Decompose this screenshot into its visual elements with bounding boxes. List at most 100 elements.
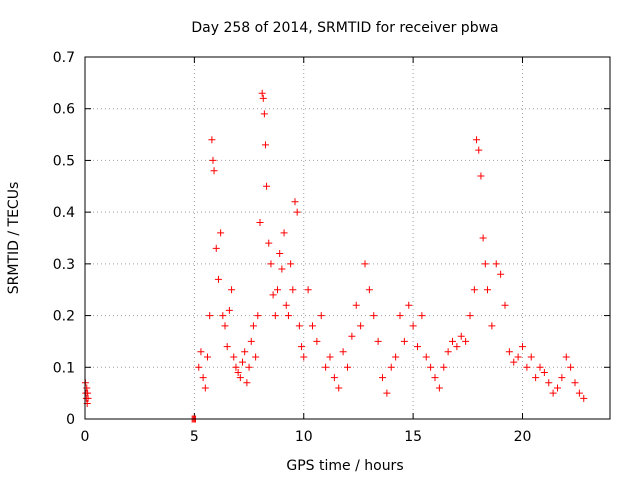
chart-title: Day 258 of 2014, SRMTID for receiver pbw…	[191, 20, 498, 36]
data-point	[523, 363, 531, 371]
y-tick-label: 0.6	[53, 102, 75, 118]
data-point	[234, 368, 242, 376]
data-point	[501, 301, 509, 309]
data-point	[431, 374, 439, 382]
data-point	[289, 286, 297, 294]
data-point	[374, 337, 382, 345]
data-point	[243, 379, 251, 387]
data-point	[479, 234, 487, 242]
data-point	[473, 136, 481, 144]
y-tick-label: 0.4	[53, 205, 75, 221]
data-point	[532, 374, 540, 382]
y-tick-label: 0.1	[53, 360, 75, 376]
y-tick-labels: 0 0.1 0.2 0.3 0.4 0.5 0.6 0.7	[53, 50, 75, 428]
data-point	[236, 374, 244, 382]
data-point	[405, 301, 413, 309]
data-point	[298, 343, 306, 351]
data-point	[475, 146, 483, 154]
data-point	[352, 301, 360, 309]
y-tick-label: 0.7	[53, 50, 75, 66]
data-point	[330, 374, 338, 382]
x-tick-label: 20	[514, 429, 532, 445]
data-points	[81, 89, 588, 423]
plot-frame	[84, 56, 611, 420]
data-point	[400, 337, 408, 345]
data-point	[484, 286, 491, 294]
data-point	[492, 260, 500, 268]
data-point	[230, 353, 238, 361]
data-point	[357, 322, 365, 330]
data-point	[567, 363, 575, 371]
data-point	[241, 348, 249, 356]
data-point	[232, 363, 240, 371]
data-point	[505, 348, 513, 356]
x-tick-label: 5	[190, 429, 199, 445]
data-point	[396, 312, 404, 320]
data-point	[427, 363, 435, 371]
x-tick-labels: 0 5 10 15 20	[81, 429, 532, 445]
data-point	[440, 363, 448, 371]
data-point	[293, 208, 301, 216]
y-axis-title: SRMTID / TECUs	[6, 182, 22, 295]
data-point	[258, 89, 266, 97]
data-point	[335, 384, 343, 392]
data-point	[361, 260, 369, 268]
data-point	[519, 343, 526, 351]
data-point	[245, 363, 253, 371]
data-point	[274, 286, 281, 294]
data-point	[260, 110, 268, 118]
data-point	[217, 229, 225, 237]
data-point	[221, 322, 229, 330]
data-point	[510, 358, 518, 366]
data-point	[210, 167, 218, 175]
data-point	[280, 229, 288, 237]
x-tick-label: 15	[404, 429, 422, 445]
data-point	[449, 337, 456, 345]
data-point	[462, 337, 470, 345]
data-point	[435, 384, 443, 392]
data-point	[204, 353, 211, 361]
data-point	[269, 291, 277, 299]
data-point	[379, 374, 386, 382]
x-tick-label: 0	[81, 429, 90, 445]
grid-lines	[85, 57, 610, 419]
data-point	[252, 353, 260, 361]
data-point	[457, 332, 465, 340]
data-point	[195, 363, 203, 371]
y-tick-label: 0.5	[53, 153, 75, 169]
data-point	[225, 306, 233, 314]
data-point	[313, 337, 321, 345]
data-point	[259, 94, 267, 102]
data-point	[284, 312, 292, 320]
data-point	[339, 348, 347, 356]
data-point	[466, 312, 474, 320]
data-point	[326, 353, 334, 361]
data-point	[477, 172, 485, 180]
data-point	[549, 389, 557, 397]
data-point	[249, 322, 257, 330]
data-point	[239, 358, 246, 366]
data-point	[488, 322, 496, 330]
data-point	[267, 260, 275, 268]
data-point	[209, 156, 217, 164]
data-point	[370, 312, 378, 320]
data-point	[295, 322, 303, 330]
data-point	[291, 198, 299, 206]
data-point	[545, 379, 553, 387]
data-point	[214, 275, 222, 283]
data-point	[282, 301, 290, 309]
data-point	[365, 286, 373, 294]
data-point	[276, 250, 284, 258]
data-point	[575, 389, 583, 397]
data-point	[392, 353, 400, 361]
data-point	[536, 363, 544, 371]
x-axis-title: GPS time / hours	[286, 458, 403, 474]
data-point	[199, 374, 207, 382]
data-point	[263, 182, 271, 190]
data-point	[317, 312, 325, 320]
data-point	[497, 270, 505, 278]
data-point	[254, 312, 262, 320]
data-point	[206, 312, 214, 320]
data-point	[228, 286, 236, 294]
